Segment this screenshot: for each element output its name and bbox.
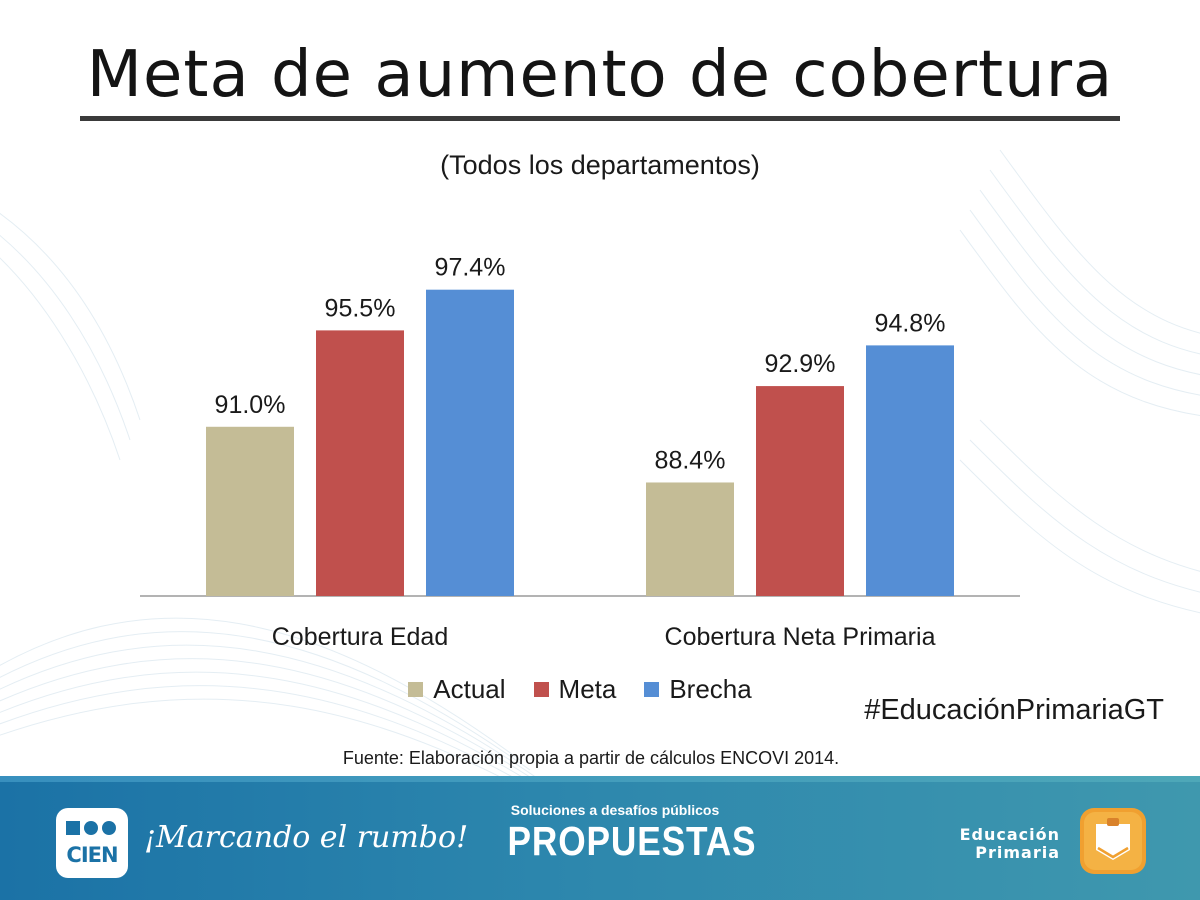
category-label-2: Cobertura Neta Primaria xyxy=(665,623,936,651)
legend-item-meta: Meta xyxy=(533,674,617,705)
data-label-brecha-1: 97.4% xyxy=(435,254,506,282)
slogan: ¡Marcando el rumbo! xyxy=(144,820,469,855)
legend-item-brecha: Brecha xyxy=(644,674,752,705)
educacion-label-line2: Primaria xyxy=(975,843,1060,862)
chart-legend: Actual Meta Brecha xyxy=(0,674,1200,705)
propuestas-wordmark: PROPUESTAS xyxy=(507,818,757,864)
bar-meta-1 xyxy=(316,330,404,596)
title-divider xyxy=(80,116,1120,121)
data-label-meta-1: 95.5% xyxy=(325,294,396,322)
data-label-meta-2: 92.9% xyxy=(765,350,836,378)
bar-meta-2 xyxy=(756,386,844,596)
legend-swatch-actual xyxy=(408,682,424,697)
cien-logo-mark xyxy=(66,821,116,835)
bar-actual-1 xyxy=(206,426,294,596)
legend-swatch-brecha xyxy=(644,682,660,697)
bar-actual-2 xyxy=(646,482,734,596)
propuestas-tagline: Soluciones a desafíos públicos xyxy=(510,802,720,818)
cien-logo: CIEN xyxy=(56,808,128,878)
chart-subtitle: (Todos los departamentos) xyxy=(440,150,760,180)
hashtag: #EducaciónPrimariaGT xyxy=(864,694,1164,726)
propuestas-logo: Soluciones a desafíos públicos PROPUESTA… xyxy=(490,802,757,865)
data-label-actual-2: 88.4% xyxy=(655,446,726,474)
footer-banner: CIEN ¡Marcando el rumbo! Soluciones a de… xyxy=(0,776,1200,900)
legend-label-meta: Meta xyxy=(558,674,617,704)
data-label-brecha-2: 94.8% xyxy=(875,309,946,337)
footer-highlight-strip xyxy=(0,776,1200,782)
category-label-1: Cobertura Edad xyxy=(272,623,449,651)
bar-brecha-2 xyxy=(866,345,954,596)
educacion-primaria-label: Educación Primaria xyxy=(940,826,1060,862)
educacion-book-icon xyxy=(1080,808,1146,874)
educacion-label-line1: Educación xyxy=(959,825,1060,844)
legend-swatch-meta xyxy=(533,682,549,697)
bar-brecha-1 xyxy=(426,289,514,596)
cien-logo-text: CIEN xyxy=(66,843,118,867)
legend-item-actual: Actual xyxy=(408,674,506,705)
page-title: Meta de aumento de cobertura xyxy=(86,38,1114,112)
source-note: Fuente: Elaboración propia a partir de c… xyxy=(342,748,840,768)
data-label-actual-1: 91.0% xyxy=(215,391,286,419)
legend-label-brecha: Brecha xyxy=(669,674,752,704)
legend-label-actual: Actual xyxy=(433,674,506,704)
